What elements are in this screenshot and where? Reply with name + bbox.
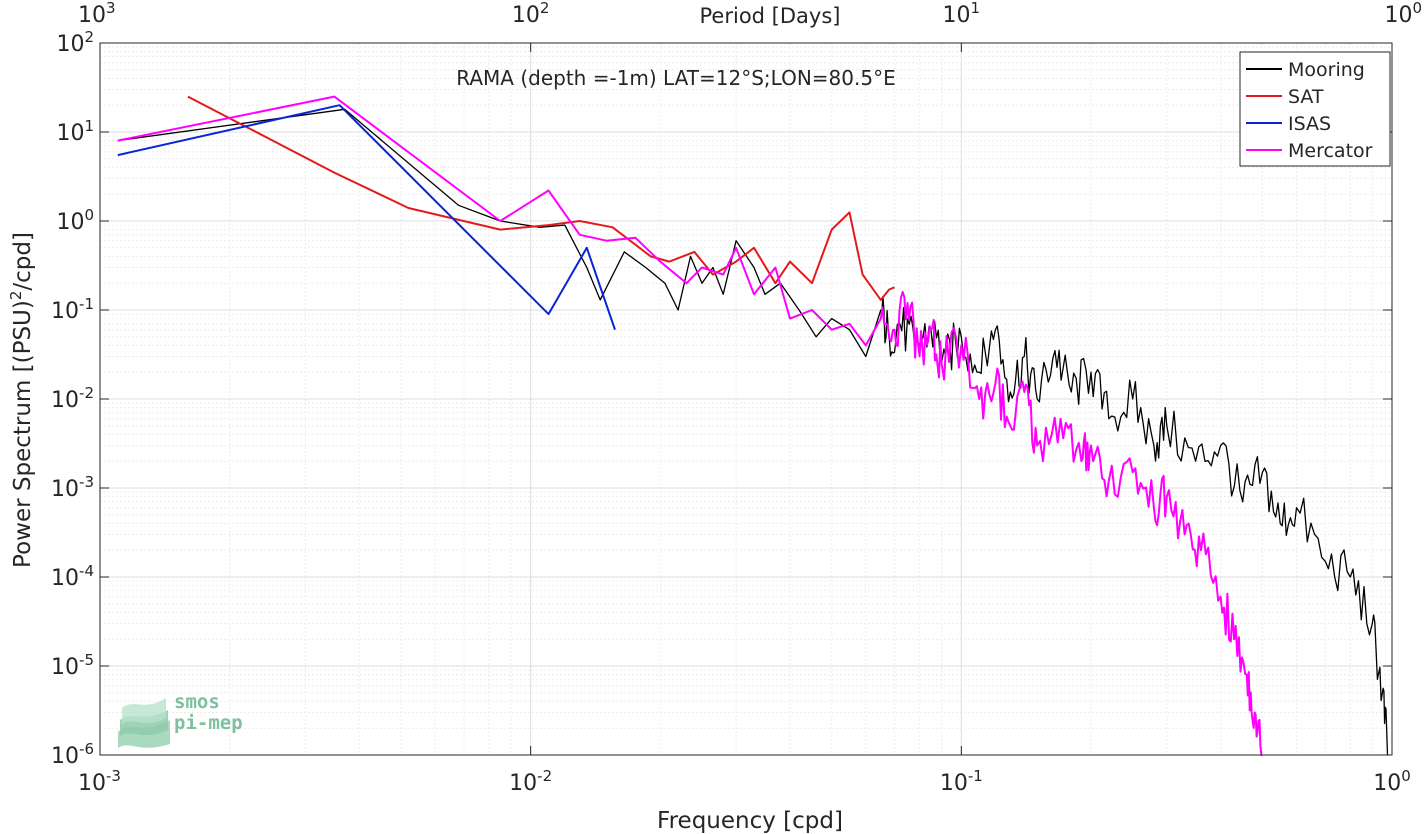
x-tick-label: 10-2 bbox=[509, 767, 552, 796]
top-tick-label: 102 bbox=[512, 0, 550, 28]
logo-waves-icon bbox=[118, 698, 170, 748]
top-tick-label-exp: 3 bbox=[106, 0, 116, 17]
y-tick-label: 10-3 bbox=[51, 473, 94, 502]
x-tick-label: 10-1 bbox=[940, 767, 983, 796]
y-tick-label: 10-5 bbox=[51, 651, 94, 680]
y-tick-label: 102 bbox=[56, 28, 94, 57]
y-tick-label-base: 10 bbox=[56, 121, 84, 146]
x-tick-label-base: 10 bbox=[1373, 771, 1401, 796]
y-tick-label: 100 bbox=[56, 206, 94, 235]
chart-title: RAMA (depth =-1m) LAT=12°S;LON=80.5°E bbox=[456, 66, 895, 90]
y-tick-label-exp: -2 bbox=[79, 384, 94, 402]
top-tick-label-base: 10 bbox=[943, 3, 971, 28]
logo-text-line2: pi-mep bbox=[174, 712, 243, 734]
x-tick-label-exp: -2 bbox=[537, 767, 552, 785]
y-tick-label-base: 10 bbox=[51, 299, 79, 324]
series-line-mooring bbox=[117, 108, 1389, 756]
x-tick-label: 10-3 bbox=[78, 767, 121, 796]
top-tick-label-exp: 1 bbox=[971, 0, 981, 17]
y-tick-label-base: 10 bbox=[51, 477, 79, 502]
legend-label: Mercator bbox=[1288, 140, 1373, 162]
series-line-mercator bbox=[117, 95, 1263, 756]
y-axis-label-rest: /cpd] bbox=[10, 232, 36, 291]
top-tick-label-exp: 0 bbox=[1412, 0, 1422, 17]
y-tick-label-exp: -1 bbox=[79, 295, 94, 313]
series-line-sat bbox=[187, 95, 895, 301]
y-axis-label-main: Power Spectrum [(PSU) bbox=[10, 300, 36, 568]
y-tick-label-exp: -4 bbox=[79, 562, 94, 580]
y-tick-label-base: 10 bbox=[51, 388, 79, 413]
y-tick-label-base: 10 bbox=[56, 210, 84, 235]
top-tick-label: 101 bbox=[943, 0, 981, 28]
series-line-isas bbox=[117, 104, 616, 331]
x-tick-label-exp: -1 bbox=[968, 767, 983, 785]
y-tick-label-base: 10 bbox=[51, 744, 79, 769]
legend-label: SAT bbox=[1288, 86, 1324, 108]
y-tick-label-base: 10 bbox=[51, 566, 79, 591]
x-tick-label-base: 10 bbox=[78, 771, 106, 796]
y-tick-label-exp: -3 bbox=[79, 473, 94, 491]
y-axis-label: Power Spectrum [(PSU)2/cpd] bbox=[7, 232, 36, 568]
y-axis-label-sup: 2 bbox=[7, 291, 25, 301]
y-tick-label-exp: 1 bbox=[84, 117, 94, 135]
logo-text-line1: smos bbox=[174, 691, 220, 713]
top-tick-label-base: 10 bbox=[78, 3, 106, 28]
x-tick-label-exp: -3 bbox=[106, 767, 121, 785]
legend-label: Mooring bbox=[1288, 59, 1365, 81]
legend-box bbox=[1239, 51, 1391, 167]
grid bbox=[99, 43, 1392, 756]
series-group bbox=[117, 95, 1389, 756]
x-axis-label: Frequency [cpd] bbox=[657, 808, 843, 834]
x-tick-label: 100 bbox=[1373, 767, 1411, 796]
x-tick-label-exp: 0 bbox=[1401, 767, 1411, 785]
legend-label: ISAS bbox=[1288, 113, 1331, 135]
y-tick-label: 10-2 bbox=[51, 384, 94, 413]
y-tick-label-base: 10 bbox=[56, 32, 84, 57]
y-tick-label-base: 10 bbox=[51, 655, 79, 680]
y-tick-label: 10-4 bbox=[51, 562, 94, 591]
top-tick-label: 100 bbox=[1384, 0, 1422, 28]
y-tick-label: 101 bbox=[56, 117, 94, 146]
y-tick-label-exp: 0 bbox=[84, 206, 94, 224]
legend: Mooring SAT ISAS Mercator bbox=[1239, 51, 1391, 167]
x-tick-label-base: 10 bbox=[940, 771, 968, 796]
top-tick-label-base: 10 bbox=[1384, 3, 1412, 28]
y-tick-label-exp: -6 bbox=[79, 740, 94, 758]
top-tick-label: 103 bbox=[78, 0, 116, 28]
y-tick-label: 10-6 bbox=[51, 740, 94, 769]
x-tick-label-base: 10 bbox=[509, 771, 537, 796]
y-tick-label: 10-1 bbox=[51, 295, 94, 324]
smos-pi-mep-logo: smos pi-mep bbox=[116, 690, 266, 750]
top-tick-label-base: 10 bbox=[512, 3, 540, 28]
top-tick-label-exp: 2 bbox=[540, 0, 550, 17]
top-axis-label: Period [Days] bbox=[700, 4, 841, 28]
y-tick-label-exp: -5 bbox=[79, 651, 94, 669]
y-tick-label-exp: 2 bbox=[84, 28, 94, 46]
